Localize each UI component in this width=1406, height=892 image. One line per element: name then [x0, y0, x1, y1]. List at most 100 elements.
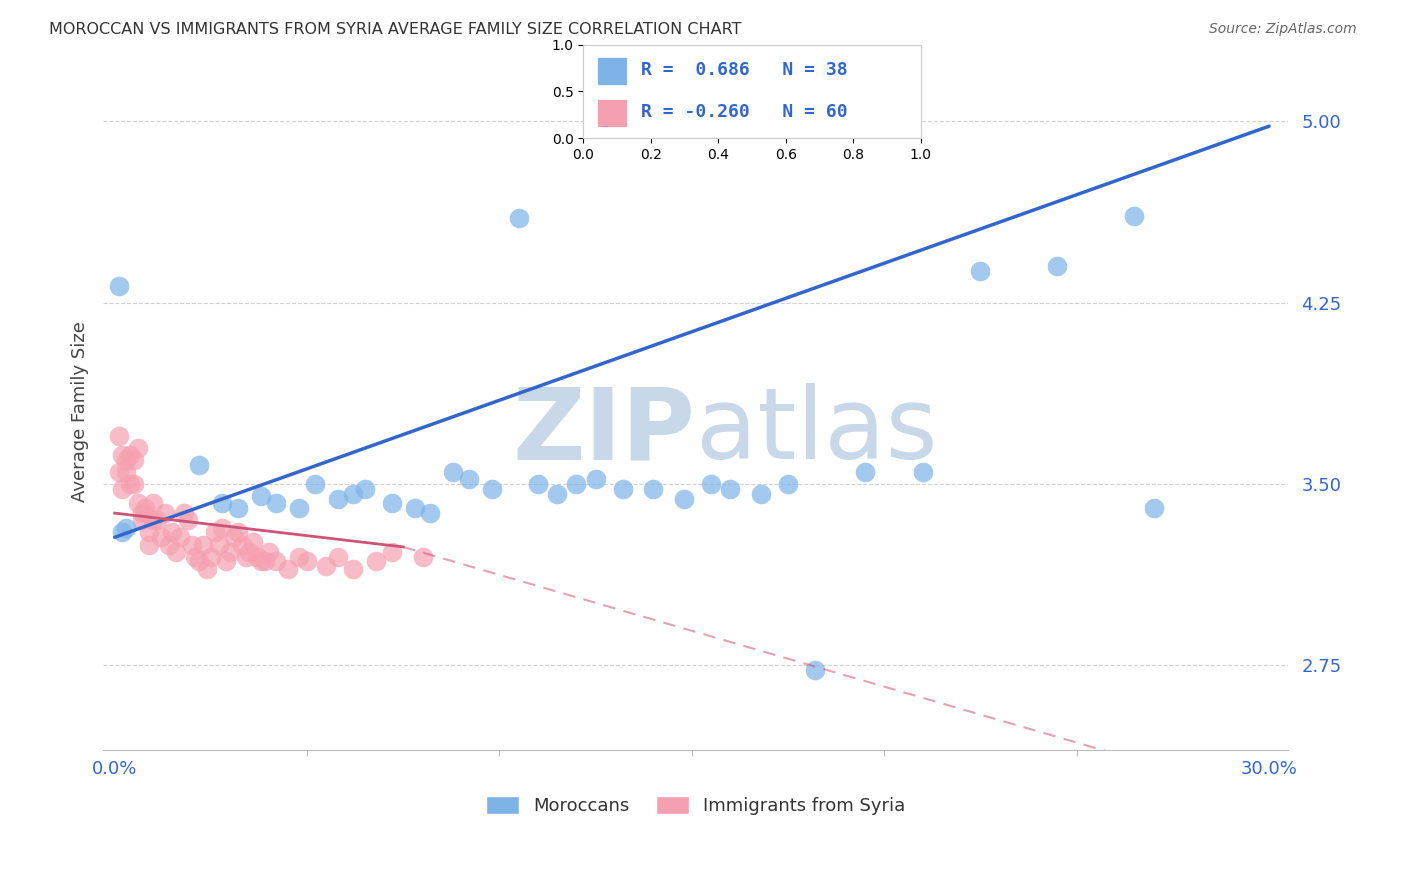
FancyBboxPatch shape [598, 99, 627, 127]
Point [481, 482, 503, 496]
Point [115, 453, 138, 467]
Point [238, 545, 260, 559]
Point [342, 487, 364, 501]
Point [853, 465, 876, 479]
Text: atlas: atlas [696, 384, 938, 481]
Point [226, 525, 249, 540]
Point [250, 489, 273, 503]
Point [250, 554, 273, 568]
Point [253, 554, 276, 568]
Point [277, 562, 299, 576]
Point [565, 477, 588, 491]
Point [288, 501, 311, 516]
FancyBboxPatch shape [598, 57, 627, 85]
Point [122, 477, 145, 491]
Point [107, 465, 129, 479]
Point [612, 482, 634, 496]
Point [326, 491, 349, 506]
Text: Source: ZipAtlas.com: Source: ZipAtlas.com [1209, 22, 1357, 37]
Point [295, 554, 318, 568]
Point [508, 211, 530, 225]
Point [288, 549, 311, 564]
Point [111, 448, 134, 462]
Point [266, 554, 288, 568]
Point [115, 520, 138, 534]
Point [111, 525, 134, 540]
Point [127, 441, 149, 455]
Point [235, 549, 257, 564]
Point [211, 496, 233, 510]
Point [231, 537, 253, 551]
Point [457, 472, 479, 486]
Point [120, 448, 142, 462]
Point [111, 482, 134, 496]
Y-axis label: Average Family Size: Average Family Size [72, 321, 89, 502]
Text: ZIP: ZIP [513, 384, 696, 481]
Point [115, 465, 138, 479]
Point [1143, 501, 1166, 516]
Point [546, 487, 568, 501]
Point [412, 549, 434, 564]
Point [165, 545, 187, 559]
Point [219, 545, 242, 559]
Point [138, 525, 160, 540]
Point [204, 525, 226, 540]
Point [131, 513, 153, 527]
Point [131, 506, 153, 520]
Point [1046, 260, 1069, 274]
Point [342, 562, 364, 576]
Point [215, 554, 238, 568]
Point [804, 663, 827, 677]
Text: R =  0.686   N = 38: R = 0.686 N = 38 [641, 61, 848, 78]
Point [222, 530, 245, 544]
Point [718, 482, 741, 496]
Point [184, 549, 207, 564]
Point [749, 487, 772, 501]
Point [169, 530, 191, 544]
Point [643, 482, 665, 496]
Point [353, 482, 375, 496]
Point [200, 549, 222, 564]
Point [107, 278, 129, 293]
Point [585, 472, 607, 486]
Legend: Moroccans, Immigrants from Syria: Moroccans, Immigrants from Syria [479, 789, 912, 822]
Point [266, 496, 288, 510]
Point [211, 520, 233, 534]
Point [778, 477, 800, 491]
Point [177, 513, 200, 527]
Point [146, 513, 169, 527]
Point [195, 562, 218, 576]
Text: R = -0.260   N = 60: R = -0.260 N = 60 [641, 103, 848, 121]
Point [153, 506, 176, 520]
Point [304, 477, 326, 491]
Point [404, 501, 426, 516]
Point [162, 525, 184, 540]
Point [242, 535, 264, 549]
Point [188, 458, 211, 472]
Point [326, 549, 349, 564]
Point [969, 264, 991, 278]
Point [173, 506, 195, 520]
Point [120, 477, 142, 491]
Point [700, 477, 723, 491]
Point [673, 491, 696, 506]
Point [381, 545, 404, 559]
Point [142, 496, 165, 510]
Point [134, 501, 156, 516]
Point [911, 465, 934, 479]
Point [226, 501, 249, 516]
Point [366, 554, 388, 568]
Point [188, 554, 211, 568]
Point [134, 506, 156, 520]
Point [381, 496, 404, 510]
Point [246, 549, 269, 564]
Point [127, 496, 149, 510]
Point [157, 537, 180, 551]
Point [193, 537, 215, 551]
Point [138, 537, 160, 551]
Point [419, 506, 441, 520]
Point [142, 513, 165, 527]
Point [1123, 209, 1146, 223]
Point [180, 537, 202, 551]
Point [441, 465, 464, 479]
